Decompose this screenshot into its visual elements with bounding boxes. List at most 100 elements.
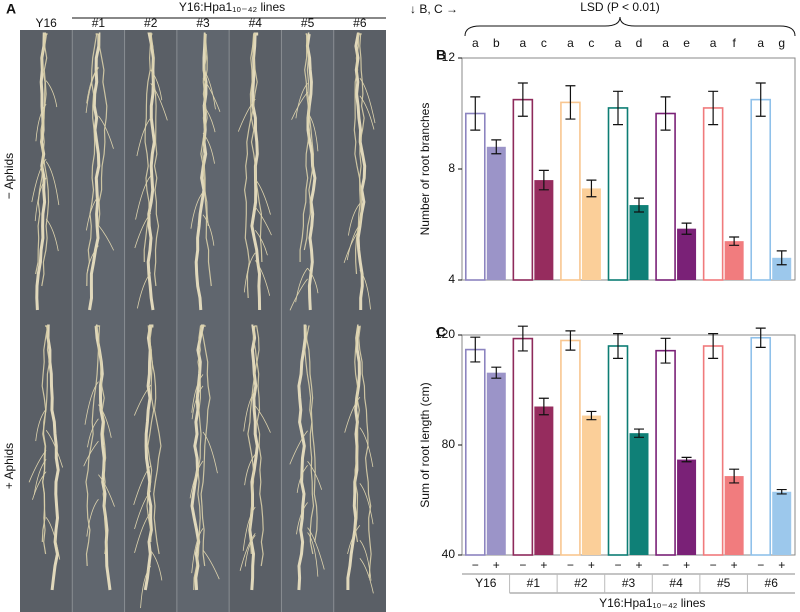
bar	[607, 107, 629, 281]
root-branch	[85, 67, 99, 113]
root	[297, 324, 307, 591]
bar	[677, 459, 697, 555]
root-branch	[237, 98, 256, 132]
error-bar	[565, 85, 576, 120]
bar	[534, 406, 554, 555]
root-branch	[191, 528, 204, 574]
root-branch	[295, 267, 308, 303]
column-label: #2	[144, 16, 158, 30]
root-branch	[86, 195, 99, 231]
root	[86, 33, 98, 287]
root-branch	[86, 245, 99, 271]
panel-label: B	[436, 47, 446, 63]
root-branch	[244, 534, 256, 567]
bar	[629, 433, 649, 555]
root-branch	[87, 418, 99, 448]
significance-letter: a	[710, 36, 717, 50]
error-bar	[755, 82, 766, 117]
root-branch	[202, 78, 221, 112]
root	[299, 33, 311, 262]
error-bar	[613, 90, 623, 126]
root-branch	[35, 103, 47, 142]
root-branch	[307, 527, 325, 570]
root-branch	[33, 459, 47, 495]
error-bar	[586, 179, 597, 198]
significance-letter: b	[493, 36, 500, 50]
root-branch	[134, 212, 152, 249]
root-branch	[191, 385, 204, 420]
series-label: +	[683, 558, 690, 572]
root-branch	[189, 460, 204, 499]
bar	[534, 180, 554, 280]
root-branch	[32, 471, 47, 500]
error-bar	[491, 139, 502, 155]
series-label: −	[472, 558, 479, 572]
significance-letter: a	[520, 36, 527, 50]
bar	[581, 188, 601, 280]
bar	[486, 146, 506, 280]
root	[146, 325, 155, 542]
x-tick-label: #3	[622, 576, 636, 590]
root	[96, 325, 108, 555]
root-branch	[28, 450, 47, 483]
bar	[750, 336, 772, 556]
column-label: #3	[196, 16, 210, 30]
plot-frame	[461, 334, 796, 556]
y-axis-label: Number of root branches	[418, 103, 432, 236]
significance-letter: a	[662, 36, 669, 50]
series-label: +	[588, 558, 595, 572]
root-branch	[150, 83, 168, 121]
root-branch	[239, 533, 256, 572]
row-label: − Aphids	[2, 153, 16, 199]
y-axis-label: Sum of root length (cm)	[418, 382, 432, 507]
root-branch	[307, 460, 323, 490]
y-tick-label: 40	[442, 547, 456, 561]
root-branch	[202, 549, 220, 580]
root-branch	[359, 427, 374, 467]
root-branch	[98, 404, 112, 438]
root-branch	[295, 82, 308, 119]
root-branch	[83, 440, 99, 467]
bar	[560, 339, 581, 556]
root-branch	[307, 267, 319, 294]
x-tick-label: #6	[765, 576, 779, 590]
root-branch	[134, 512, 152, 553]
root-branch	[359, 558, 374, 594]
significance-letter: d	[636, 36, 643, 50]
x-tick-label: #1	[527, 576, 541, 590]
bar	[607, 345, 629, 556]
root	[146, 32, 156, 311]
group-label: Y16:Hpa1₁₀₋₄₂ lines	[179, 0, 285, 14]
root-branch	[344, 396, 361, 433]
bar	[702, 345, 724, 556]
root-branch	[98, 224, 115, 251]
root-branch	[254, 260, 271, 296]
error-bar	[470, 96, 481, 131]
bar	[581, 415, 601, 555]
series-label: −	[662, 558, 669, 572]
significance-letter: g	[778, 36, 785, 50]
bar	[464, 112, 486, 281]
root-branch	[191, 374, 204, 413]
bar	[629, 205, 649, 280]
root-branch	[35, 408, 47, 442]
bar	[702, 107, 724, 281]
root-branch	[136, 117, 152, 157]
series-label: +	[731, 558, 738, 572]
root-branch	[343, 229, 361, 264]
bar	[750, 98, 772, 281]
root	[305, 325, 315, 555]
error-bar	[538, 397, 549, 416]
bar	[677, 228, 697, 280]
y-tick-label: 8	[448, 161, 455, 175]
root-branch	[254, 229, 268, 256]
x-tick-label: #2	[574, 576, 588, 590]
root-branch	[359, 539, 372, 581]
bar	[655, 349, 676, 556]
root-branch	[98, 474, 115, 507]
root-branch	[202, 68, 216, 110]
error-bar	[776, 488, 787, 495]
error-bar	[517, 325, 528, 352]
root	[303, 33, 315, 251]
